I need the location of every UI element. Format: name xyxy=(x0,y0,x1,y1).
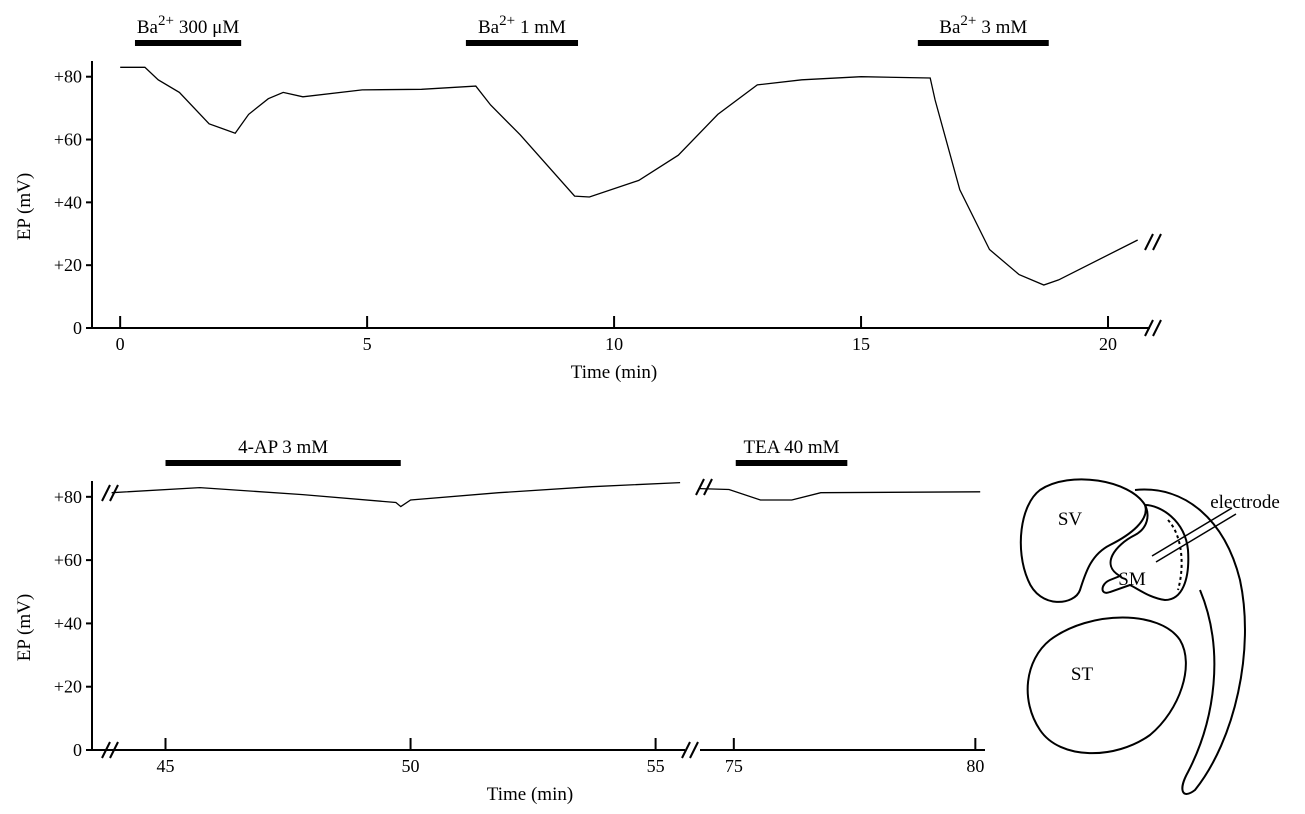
x-tick-label: 75 xyxy=(725,756,743,776)
x-tick-label: 15 xyxy=(852,334,870,354)
drug-label: Ba2+ 3 mM xyxy=(939,13,1027,38)
x-axis-label: Time (min) xyxy=(571,362,657,383)
y-tick-label: +80 xyxy=(54,487,82,507)
drug-label: 4-AP 3 mM xyxy=(238,437,328,458)
axis-break xyxy=(109,741,119,759)
dose: 1 mM xyxy=(520,17,566,38)
x-tick-label: 5 xyxy=(363,334,372,354)
ion: Ba xyxy=(478,17,500,38)
diagram-label: ST xyxy=(1071,664,1094,685)
y-tick-label: +20 xyxy=(54,677,82,697)
cochlea-diagram: SV SM ST electrode xyxy=(1019,478,1280,795)
axis-break xyxy=(681,741,691,759)
stria xyxy=(1167,519,1183,591)
dose: 3 mM xyxy=(981,17,1027,38)
y-tick-label: +60 xyxy=(54,550,82,570)
electrode-line xyxy=(1155,513,1237,563)
x-tick-label: 50 xyxy=(402,756,420,776)
y-tick-label: +80 xyxy=(54,67,82,87)
diagram-label: SM xyxy=(1118,569,1146,590)
trace xyxy=(111,481,681,508)
y-axis-label: EP (mV) xyxy=(14,173,35,240)
axis-break xyxy=(1152,319,1162,337)
y-tick-label: +20 xyxy=(54,255,82,275)
diagram-label: SV xyxy=(1058,509,1083,530)
axis-break xyxy=(703,478,713,496)
dose: 300 μM xyxy=(179,17,239,38)
drug-label: Ba2+ 1 mM xyxy=(478,13,566,38)
ion: Ba xyxy=(939,17,961,38)
sv-outline xyxy=(1019,478,1147,603)
x-tick-label: 55 xyxy=(647,756,665,776)
outer-wall xyxy=(1134,488,1246,795)
st-outline xyxy=(1026,616,1187,755)
axis-break xyxy=(1144,319,1154,337)
axis-break xyxy=(1144,233,1154,251)
axis-break xyxy=(689,741,699,759)
x-tick-label: 20 xyxy=(1099,334,1117,354)
trace xyxy=(699,487,981,501)
ion: Ba xyxy=(137,17,159,38)
diagram-label: electrode xyxy=(1210,492,1280,513)
x-tick-label: 0 xyxy=(116,334,125,354)
y-tick-label: +40 xyxy=(54,613,82,633)
y-tick-label: +40 xyxy=(54,192,82,212)
charge: 2+ xyxy=(960,13,976,29)
x-axis-label: Time (min) xyxy=(487,784,573,805)
electrode-line xyxy=(1151,507,1233,557)
sm-outline xyxy=(1101,503,1190,602)
dose: TEA 40 mM xyxy=(744,437,840,458)
axis-break xyxy=(101,741,111,759)
y-tick-label: 0 xyxy=(73,740,82,760)
dose: 4-AP 3 mM xyxy=(238,437,328,458)
trace xyxy=(120,66,1138,286)
axis-break xyxy=(1152,233,1162,251)
axis-break xyxy=(101,484,111,502)
x-tick-label: 10 xyxy=(605,334,623,354)
charge: 2+ xyxy=(499,13,515,29)
y-tick-label: 0 xyxy=(73,318,82,338)
axis-break xyxy=(109,484,119,502)
x-tick-label: 80 xyxy=(966,756,984,776)
drug-label: TEA 40 mM xyxy=(744,437,840,458)
charge: 2+ xyxy=(158,13,174,29)
x-tick-label: 45 xyxy=(157,756,175,776)
drug-label: Ba2+ 300 μM xyxy=(137,13,240,38)
y-axis-label: EP (mV) xyxy=(14,594,35,661)
y-tick-label: +60 xyxy=(54,130,82,150)
axis-break xyxy=(695,478,705,496)
